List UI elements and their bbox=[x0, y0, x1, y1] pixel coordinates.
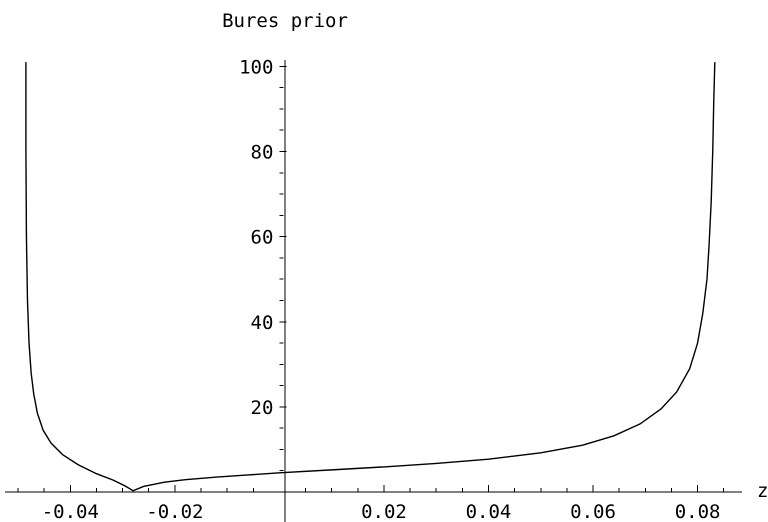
x-tick-label: 0.02 bbox=[361, 501, 407, 522]
chart-title: Bures prior bbox=[222, 10, 348, 32]
ticks bbox=[17, 65, 725, 492]
x-tick-label: -0.02 bbox=[146, 501, 203, 522]
y-tick-label: 20 bbox=[251, 397, 274, 419]
x-tick-label: 0.08 bbox=[675, 501, 721, 522]
x-tick-label: -0.04 bbox=[42, 501, 99, 522]
y-tick-label: 60 bbox=[251, 227, 274, 249]
tick-labels: -0.04 -0.02 0.02 0.04 0.06 0.08 20 40 60 80 100 bbox=[42, 56, 721, 522]
series-line bbox=[25, 62, 716, 492]
y-tick-label: 80 bbox=[251, 142, 274, 164]
y-tick-label: 40 bbox=[251, 312, 274, 334]
x-tick-label: 0.04 bbox=[466, 501, 512, 522]
x-axis-label: z bbox=[757, 480, 768, 502]
x-tick-label: 0.06 bbox=[570, 501, 616, 522]
y-tick-label: 100 bbox=[239, 56, 273, 78]
